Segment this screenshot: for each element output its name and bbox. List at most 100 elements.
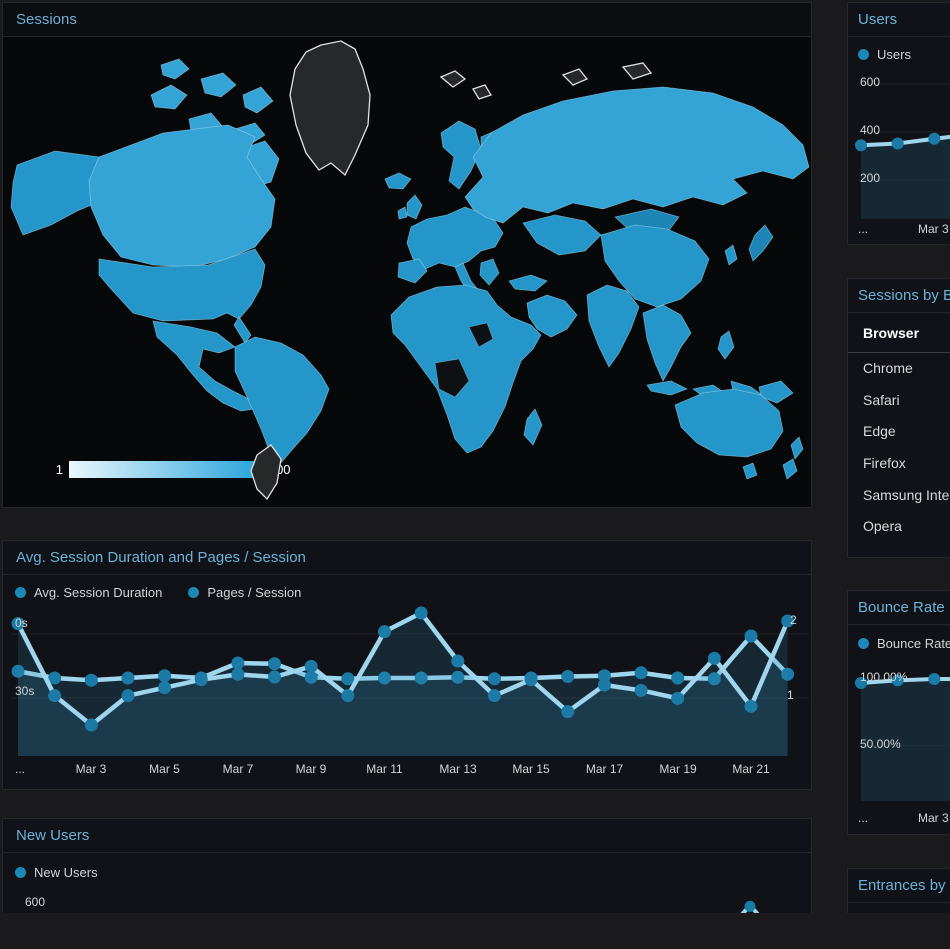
country-svalbard[interactable] bbox=[439, 70, 467, 88]
duration-pages-chart[interactable] bbox=[3, 541, 812, 790]
data-point[interactable] bbox=[891, 137, 904, 150]
data-point[interactable] bbox=[48, 671, 62, 685]
country-china[interactable] bbox=[600, 224, 710, 308]
data-point[interactable] bbox=[414, 606, 428, 620]
data-point[interactable] bbox=[11, 617, 25, 631]
country-mexico[interactable] bbox=[152, 320, 256, 412]
country-scandinavia[interactable] bbox=[440, 120, 482, 190]
data-point[interactable] bbox=[744, 629, 758, 643]
country-argentina[interactable] bbox=[250, 444, 282, 501]
data-point[interactable] bbox=[194, 673, 208, 687]
country-arctic-ru[interactable] bbox=[621, 62, 653, 80]
data-point[interactable] bbox=[268, 657, 282, 671]
country-iberia[interactable] bbox=[397, 258, 428, 284]
panel-title-users[interactable]: Users bbox=[848, 3, 950, 37]
data-point[interactable] bbox=[561, 705, 575, 719]
country-russia[interactable] bbox=[464, 86, 810, 224]
data-point[interactable] bbox=[855, 677, 867, 690]
country-new-zealand[interactable] bbox=[782, 458, 798, 480]
legend-item-users[interactable]: Users bbox=[858, 47, 911, 62]
data-point[interactable] bbox=[84, 718, 98, 732]
legend-item-pages-per-session[interactable]: Pages / Session bbox=[188, 585, 301, 600]
data-point[interactable] bbox=[487, 672, 501, 686]
country-arctic-island[interactable] bbox=[160, 58, 190, 80]
country-middle-east[interactable] bbox=[526, 294, 578, 338]
panel-title-new-users[interactable]: New Users bbox=[3, 819, 811, 853]
country-arctic-ru[interactable] bbox=[561, 68, 589, 86]
legend-item-new-users[interactable]: New Users bbox=[15, 865, 98, 880]
table-header-browser[interactable]: Browser bbox=[848, 325, 950, 353]
data-point[interactable] bbox=[928, 132, 941, 145]
data-point[interactable] bbox=[781, 667, 795, 681]
data-point[interactable] bbox=[158, 669, 172, 683]
country-indonesia[interactable] bbox=[646, 380, 688, 396]
country-africa-nodata[interactable] bbox=[468, 322, 494, 348]
country-south-america[interactable] bbox=[234, 336, 330, 464]
country-africa[interactable] bbox=[390, 284, 542, 454]
country-arctic-island[interactable] bbox=[200, 72, 237, 98]
panel-title-sessions[interactable]: Sessions bbox=[3, 3, 811, 37]
data-point[interactable] bbox=[341, 672, 355, 686]
country-japan[interactable] bbox=[748, 224, 774, 262]
country-korea[interactable] bbox=[724, 244, 738, 266]
country-africa-nodata[interactable] bbox=[434, 358, 470, 398]
data-point[interactable] bbox=[378, 625, 391, 639]
panel-title-sessions-by-browser[interactable]: Sessions by Browser bbox=[848, 279, 950, 313]
data-point[interactable] bbox=[84, 673, 98, 687]
legend-item-bounce-rate[interactable]: Bounce Rate bbox=[858, 636, 950, 651]
data-point[interactable] bbox=[744, 900, 756, 912]
data-point[interactable] bbox=[744, 699, 758, 713]
panel-title-entrances[interactable]: Entrances by bbox=[848, 869, 950, 903]
data-point[interactable] bbox=[378, 671, 391, 685]
data-point[interactable] bbox=[451, 670, 465, 684]
data-point[interactable] bbox=[121, 671, 135, 685]
bounce-rate-chart[interactable] bbox=[848, 591, 950, 835]
data-point[interactable] bbox=[891, 674, 904, 687]
data-point[interactable] bbox=[231, 656, 245, 670]
panel-title-duration-pages[interactable]: Avg. Session Duration and Pages / Sessio… bbox=[3, 541, 811, 575]
country-canada[interactable] bbox=[88, 124, 276, 268]
data-point[interactable] bbox=[487, 689, 501, 703]
users-chart[interactable] bbox=[848, 3, 950, 245]
data-point[interactable] bbox=[928, 673, 941, 685]
country-madagascar[interactable] bbox=[523, 408, 543, 446]
country-svalbard[interactable] bbox=[472, 84, 492, 100]
data-point[interactable] bbox=[451, 654, 465, 668]
country-se-asia[interactable] bbox=[642, 304, 692, 382]
data-point[interactable] bbox=[414, 671, 428, 685]
data-point[interactable] bbox=[781, 614, 795, 628]
country-arctic-island[interactable] bbox=[150, 84, 188, 110]
data-point[interactable] bbox=[158, 681, 172, 695]
data-point[interactable] bbox=[597, 678, 611, 692]
country-uk[interactable] bbox=[406, 194, 423, 220]
country-india[interactable] bbox=[586, 284, 640, 368]
country-turkey[interactable] bbox=[508, 274, 548, 292]
country-tasmania[interactable] bbox=[742, 462, 758, 480]
country-australia[interactable] bbox=[674, 388, 784, 458]
data-point[interactable] bbox=[597, 669, 611, 683]
country-balkans[interactable] bbox=[479, 258, 500, 286]
data-point[interactable] bbox=[671, 691, 685, 705]
data-point[interactable] bbox=[341, 689, 355, 703]
data-point[interactable] bbox=[231, 667, 245, 681]
data-point[interactable] bbox=[11, 664, 25, 678]
country-ireland[interactable] bbox=[397, 206, 408, 220]
data-point[interactable] bbox=[121, 689, 135, 703]
data-point[interactable] bbox=[707, 672, 721, 686]
data-point[interactable] bbox=[634, 683, 648, 697]
data-point[interactable] bbox=[524, 673, 538, 687]
new-users-chart[interactable] bbox=[3, 819, 812, 913]
data-point[interactable] bbox=[561, 670, 575, 683]
data-point[interactable] bbox=[304, 659, 318, 673]
data-point[interactable] bbox=[634, 666, 648, 680]
data-point[interactable] bbox=[671, 671, 685, 685]
country-new-zealand[interactable] bbox=[790, 436, 804, 460]
world-map[interactable]: 1 2,800 bbox=[3, 37, 812, 507]
legend-item-avg-session-duration[interactable]: Avg. Session Duration bbox=[15, 585, 162, 600]
panel-title-bounce-rate[interactable]: Bounce Rate bbox=[848, 591, 950, 625]
data-point[interactable] bbox=[304, 670, 318, 684]
data-point[interactable] bbox=[48, 689, 62, 703]
country-iceland[interactable] bbox=[384, 172, 412, 190]
country-arctic-island[interactable] bbox=[242, 86, 274, 114]
data-point[interactable] bbox=[707, 651, 721, 665]
